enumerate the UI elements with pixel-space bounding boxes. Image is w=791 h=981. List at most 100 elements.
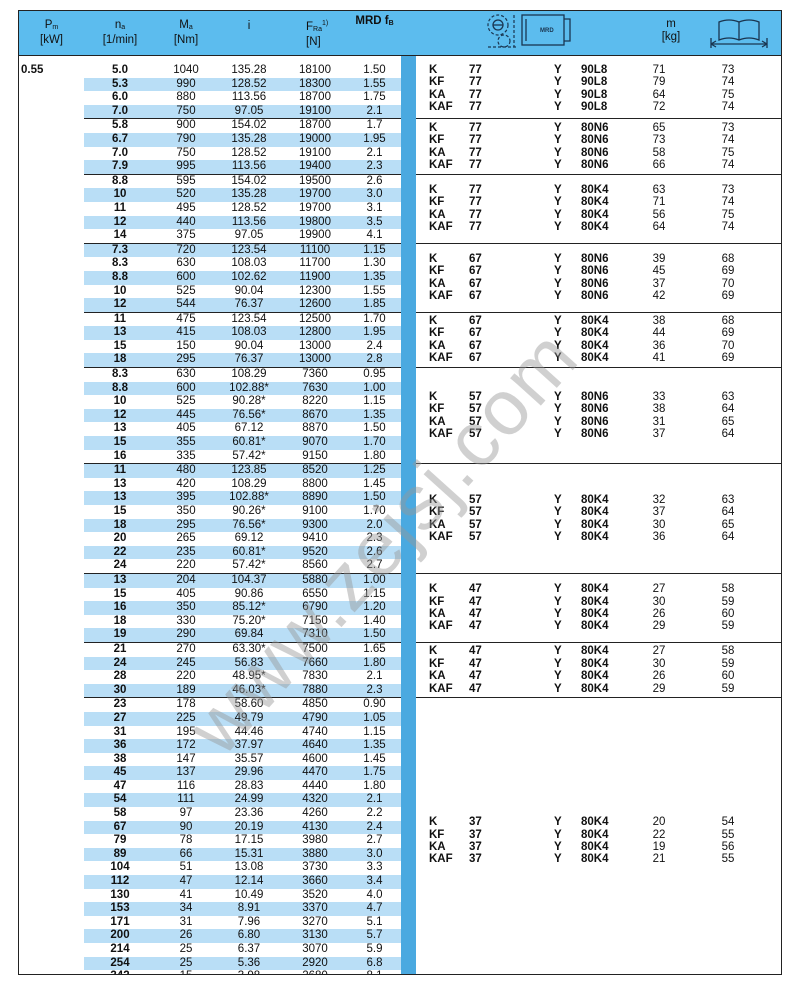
header-right: MRD m [kg] <box>416 11 781 56</box>
model-group: K 57 Y 80K4 32 63 KF 57 Y 80K4 37 64 KA 57 Y 80K4 30 65 KA… <box>416 463 781 574</box>
service-factor: 1.35 <box>348 739 401 753</box>
model-motor: 80K4 <box>581 841 609 854</box>
model-motor: 80K4 <box>581 352 609 365</box>
model-size: 77 <box>469 208 482 221</box>
table-row: 18 295 76.37 13000 2.8 <box>19 353 781 368</box>
output-speed: 45 <box>84 766 156 780</box>
output-speed: 13 <box>84 572 156 588</box>
gear-motor-icon: MRD <box>487 14 571 48</box>
model-line: K 57 Y 80N6 33 63 <box>416 391 781 403</box>
model-dimension: 73 <box>721 121 735 134</box>
model-line: KA 67 Y 80K4 36 70 <box>416 340 781 352</box>
model-size: 67 <box>469 277 482 290</box>
model-motor: 80K4 <box>581 595 609 608</box>
header-na: na [1/min] <box>84 11 156 56</box>
model-dimension: 54 <box>721 816 735 829</box>
radial-load: 7360 <box>282 367 348 382</box>
output-speed: 30 <box>84 683 156 698</box>
table-row: 130 41 10.49 3520 4.0 <box>19 889 781 903</box>
ratio: 154.02 <box>216 118 282 133</box>
model-mass: 56 <box>652 208 666 221</box>
radial-load: 7880 <box>282 683 348 698</box>
model-y: Y <box>554 315 562 328</box>
output-torque: 1040 <box>173 64 199 76</box>
radial-load: 19100 <box>299 146 331 159</box>
radial-load: 8560 <box>302 559 328 572</box>
model-group: K 57 Y 80N6 33 63 KF 57 Y 80N6 38 64 KA 57 Y 80N6 31 65 KA… <box>416 367 781 464</box>
output-torque: 235 <box>156 545 216 560</box>
table-row: 24 220 57.42* 8560 2.7 <box>19 559 781 573</box>
model-motor: 90L8 <box>581 76 608 89</box>
table-body: 0.55 5.0 1040 135.28 18100 1.50 K 77 Y 90L8 71 73 KF… <box>19 55 781 974</box>
ratio: 35.57 <box>234 752 264 765</box>
radial-load: 13000 <box>282 353 348 368</box>
radial-load: 19900 <box>299 229 331 242</box>
radial-load: 4130 <box>282 820 348 835</box>
service-factor: 0.95 <box>348 367 401 382</box>
ratio: 49.79 <box>216 711 282 726</box>
ratio: 69.12 <box>234 532 264 545</box>
radial-load: 4440 <box>302 779 328 792</box>
output-speed: 200 <box>84 929 156 943</box>
ratio: 108.29 <box>231 477 267 490</box>
model-dimension: 70 <box>721 339 735 352</box>
model-y: Y <box>554 607 562 620</box>
output-speed: 16 <box>84 601 156 615</box>
service-factor: 1.30 <box>363 257 386 270</box>
model-mass: 27 <box>652 645 666 658</box>
ratio: 102.88* <box>216 491 282 505</box>
table-row: 11 480 123.85 8520 1.25 K 57 Y 80K4 32 63 KF 57 Y 80K4… <box>19 463 781 574</box>
output-torque: 544 <box>156 298 216 313</box>
model-dimension: 64 <box>721 506 735 519</box>
model-type: KF <box>429 327 445 340</box>
model-y: Y <box>554 290 562 303</box>
model-y: Y <box>554 595 562 608</box>
service-factor: 0.90 <box>348 697 401 712</box>
output-torque: 265 <box>176 532 196 545</box>
radial-load: 4600 <box>302 752 328 765</box>
model-size: 67 <box>469 339 482 352</box>
ratio: 113.56 <box>231 91 267 104</box>
service-factor: 2.1 <box>348 104 401 119</box>
service-factor: 1.40 <box>363 614 386 627</box>
model-y: Y <box>554 506 562 519</box>
ratio: 90.86 <box>234 587 264 600</box>
model-mass: 64 <box>652 221 666 234</box>
book-dimension-icon <box>710 19 768 48</box>
model-dimension: 74 <box>721 196 735 209</box>
service-factor: 2.6 <box>348 173 401 189</box>
model-y: Y <box>554 493 562 506</box>
ratio: 102.62 <box>216 270 282 285</box>
model-type: KAF <box>429 221 453 234</box>
service-factor: 1.15 <box>363 587 386 600</box>
model-motor: 80K4 <box>581 657 609 670</box>
ratio: 69.84 <box>216 628 282 643</box>
model-line: KF 37 Y 80K4 22 55 <box>416 829 781 841</box>
service-factor: 1.55 <box>348 77 401 92</box>
model-y: Y <box>554 390 562 403</box>
output-torque: 220 <box>176 559 196 572</box>
model-y: Y <box>554 208 562 221</box>
ratio: 29.96 <box>216 766 282 780</box>
radial-load: 4790 <box>282 711 348 726</box>
model-motor: 80N6 <box>581 146 609 159</box>
model-motor: 80N6 <box>581 390 609 403</box>
model-motor: 80K4 <box>581 530 609 543</box>
model-size: 47 <box>469 607 482 620</box>
model-y: Y <box>554 828 562 841</box>
model-type: KA <box>429 841 446 854</box>
model-mass: 32 <box>652 493 666 506</box>
model-type: KF <box>429 134 445 147</box>
radial-load: 9410 <box>302 532 328 545</box>
output-speed: 10 <box>113 284 127 297</box>
model-size: 47 <box>469 595 482 608</box>
model-y: Y <box>554 657 562 670</box>
service-factor: 1.00 <box>348 381 401 396</box>
model-dimension: 60 <box>721 670 735 683</box>
table-row: 89 66 15.31 3880 3.0 <box>19 847 781 862</box>
table-row: 254 25 5.36 2920 6.8 <box>19 956 781 971</box>
output-speed: 19 <box>84 628 156 643</box>
service-factor: 2.3 <box>366 532 383 545</box>
output-speed: 54 <box>84 793 156 808</box>
service-factor: 1.05 <box>348 711 401 726</box>
